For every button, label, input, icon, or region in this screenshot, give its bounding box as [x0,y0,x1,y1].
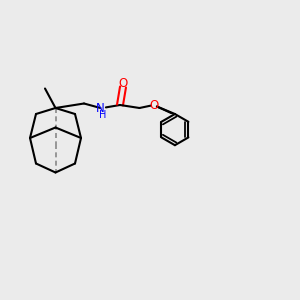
Text: O: O [118,77,127,90]
Text: N: N [96,101,105,115]
Text: H: H [99,110,106,121]
Text: O: O [149,99,158,112]
